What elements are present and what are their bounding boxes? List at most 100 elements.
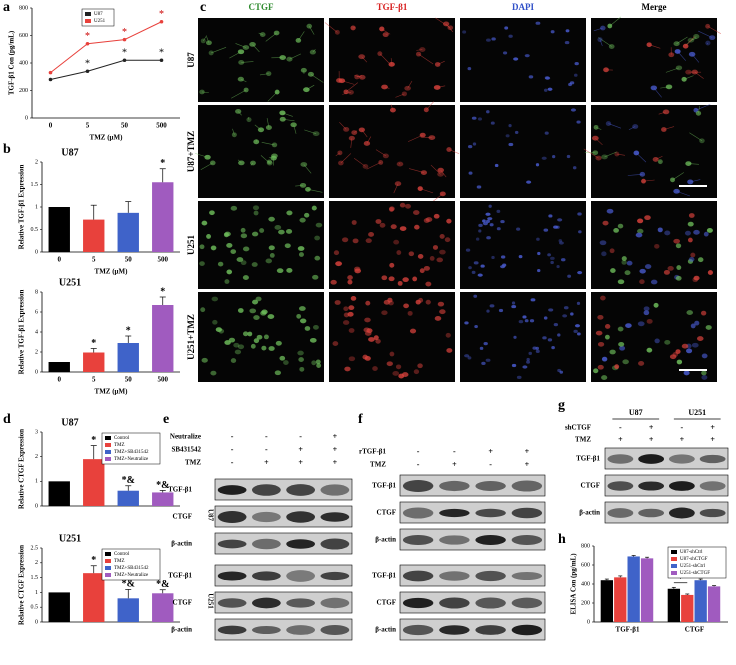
condition-sign: - (681, 423, 684, 432)
cell (486, 359, 491, 362)
y-tick-label: 0 (25, 115, 28, 121)
cell (512, 364, 516, 367)
cell (486, 110, 490, 113)
blot-band (403, 480, 433, 492)
cell (389, 263, 394, 268)
cell (392, 371, 399, 376)
y-tick-label: 3 (35, 429, 38, 435)
legend-label: TMZ+Neutralize (114, 457, 149, 462)
cell (670, 177, 675, 182)
cell (513, 336, 516, 339)
cell (644, 310, 650, 315)
cell (625, 323, 632, 328)
cell (702, 354, 708, 359)
cell (598, 342, 604, 347)
cell (508, 124, 511, 127)
blot-band (218, 485, 247, 495)
cell (297, 351, 304, 356)
blot-band (403, 507, 433, 518)
cell (312, 206, 317, 211)
blot-band (320, 572, 349, 580)
cell (437, 168, 444, 173)
cell (261, 310, 267, 315)
y-axis-label: Relative TGF-β1 Expression (18, 290, 26, 375)
x-tick-label: 0 (58, 256, 62, 264)
cell (618, 342, 624, 347)
cell (610, 248, 615, 253)
annotation: * (160, 158, 165, 169)
y-tick-label: 1 (35, 479, 38, 485)
cell (410, 329, 416, 334)
cell (277, 268, 284, 273)
cell (499, 309, 503, 312)
cell (235, 350, 241, 355)
condition-sign: + (333, 458, 338, 467)
cell (283, 360, 289, 365)
section-label: U251 (206, 593, 214, 609)
legend-swatch (105, 443, 111, 447)
x-axis-label: TMZ (μM) (95, 268, 129, 276)
cell (698, 257, 704, 262)
cell (445, 237, 451, 242)
cell (531, 298, 536, 301)
point (86, 69, 90, 73)
cell (568, 83, 572, 86)
cell (333, 341, 339, 346)
cell (651, 85, 657, 90)
cell (542, 336, 546, 339)
band-label: CTGF (377, 509, 396, 517)
micrograph (460, 292, 586, 382)
cell (285, 243, 291, 248)
cell (670, 354, 676, 359)
y-tick-label: 0 (35, 503, 38, 509)
cell (605, 324, 610, 329)
micrograph (198, 292, 324, 382)
cell (472, 271, 476, 274)
cell (348, 305, 354, 310)
cell (609, 350, 615, 355)
cell (504, 26, 508, 29)
cell (316, 360, 321, 365)
cell (414, 369, 419, 374)
cell (607, 209, 614, 214)
y-tick-label: 200 (19, 88, 28, 94)
cell (564, 306, 569, 309)
cell (210, 371, 216, 376)
condition-sign: - (417, 460, 420, 469)
legend-swatch (105, 573, 111, 577)
cell (639, 279, 645, 284)
cell (402, 277, 408, 282)
bar (49, 362, 70, 372)
cell (368, 232, 374, 237)
bar (49, 207, 70, 252)
cell (202, 358, 208, 363)
legend-label: TMZ (114, 443, 125, 448)
bar (118, 491, 139, 506)
bar (152, 182, 173, 252)
cell (548, 214, 552, 217)
cell (489, 205, 492, 208)
micrograph (329, 102, 459, 202)
cell (439, 309, 445, 314)
cell (254, 211, 259, 216)
cell (638, 321, 645, 326)
band-label: CTGF (173, 513, 192, 521)
cell (654, 303, 659, 308)
cell (525, 54, 530, 57)
blot-band (252, 539, 281, 550)
legend-label: TMZ+Neutralize (114, 573, 149, 578)
cell (330, 280, 336, 285)
section-label: U87 (206, 509, 214, 522)
cell (279, 356, 285, 361)
cell (468, 145, 472, 148)
cell (537, 269, 540, 272)
cell (396, 250, 401, 255)
cell (556, 265, 559, 268)
cell (519, 255, 523, 258)
cell (266, 259, 272, 264)
cell (209, 210, 215, 215)
cell (688, 238, 693, 243)
cell (553, 226, 558, 229)
legend-swatch (105, 566, 111, 570)
cell (349, 328, 355, 333)
